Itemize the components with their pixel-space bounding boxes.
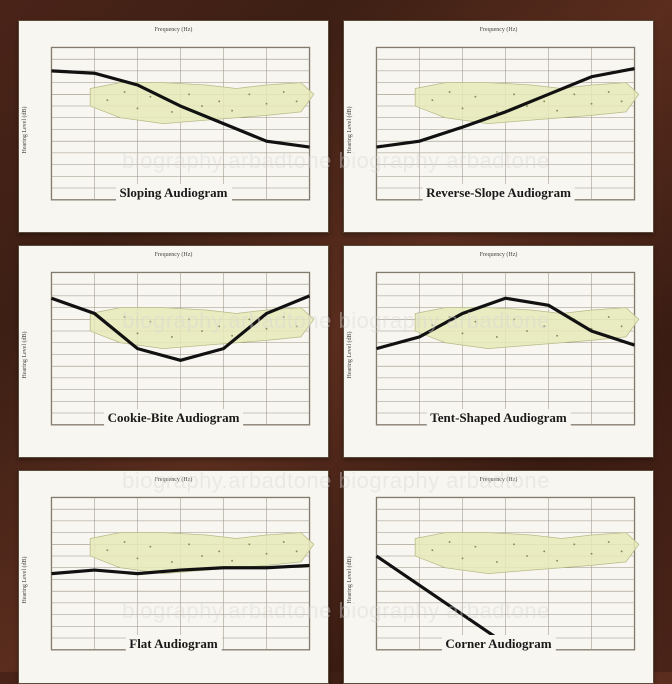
chart-cookie-bite	[43, 264, 318, 433]
x-axis-label: Frequency (Hz)	[480, 252, 518, 258]
chart-title: Sloping Audiogram	[115, 184, 231, 202]
x-axis-label: Frequency (Hz)	[155, 477, 193, 483]
y-axis-label: Hearing Level (dB)	[347, 331, 353, 378]
panel-corner: Frequency (Hz) Hearing Level (dB) Corner…	[343, 470, 654, 683]
chart-title: Tent-Shaped Audiogram	[426, 409, 570, 427]
y-axis-label: Hearing Level (dB)	[22, 106, 28, 153]
panel-flat: Frequency (Hz) Hearing Level (dB) Flat A…	[18, 470, 329, 683]
y-axis-label: Hearing Level (dB)	[347, 106, 353, 153]
x-axis-label: Frequency (Hz)	[480, 477, 518, 483]
panel-tent-shaped: Frequency (Hz) Hearing Level (dB) Tent-S…	[343, 245, 654, 458]
x-axis-label: Frequency (Hz)	[155, 27, 193, 33]
chart-grid: Frequency (Hz) Hearing Level (dB) Slopin…	[18, 20, 654, 652]
x-axis-label: Frequency (Hz)	[155, 252, 193, 258]
chart-corner	[368, 489, 643, 658]
y-axis-label: Hearing Level (dB)	[347, 557, 353, 604]
panel-reverse-slope: Frequency (Hz) Hearing Level (dB) Revers…	[343, 20, 654, 233]
y-axis-label: Hearing Level (dB)	[22, 557, 28, 604]
chart-tent-shaped	[368, 264, 643, 433]
chart-title: Cookie-Bite Audiogram	[104, 409, 244, 427]
chart-title: Corner Audiogram	[441, 635, 555, 653]
chart-title: Reverse-Slope Audiogram	[422, 184, 575, 202]
x-axis-label: Frequency (Hz)	[480, 27, 518, 33]
panel-sloping: Frequency (Hz) Hearing Level (dB) Slopin…	[18, 20, 329, 233]
chart-flat	[43, 489, 318, 658]
chart-sloping	[43, 39, 318, 208]
chart-reverse-slope	[368, 39, 643, 208]
y-axis-label: Hearing Level (dB)	[22, 331, 28, 378]
chart-title: Flat Audiogram	[125, 635, 221, 653]
panel-cookie-bite: Frequency (Hz) Hearing Level (dB) Cookie…	[18, 245, 329, 458]
